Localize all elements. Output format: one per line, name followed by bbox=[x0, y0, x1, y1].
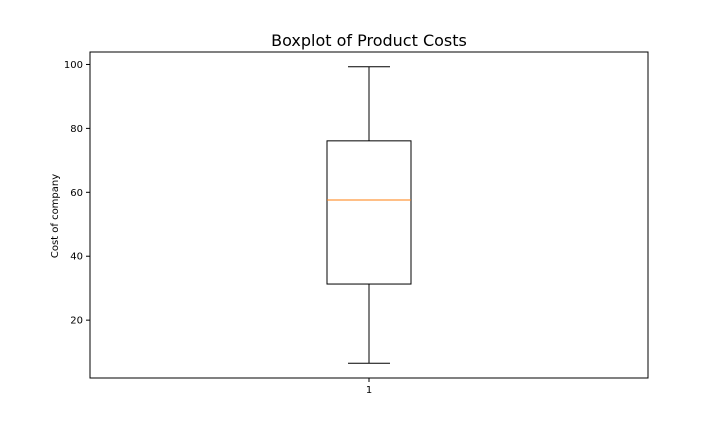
y-tick-label: 40 bbox=[70, 252, 83, 263]
y-tick-label: 80 bbox=[70, 124, 83, 135]
box-iqr bbox=[326, 140, 412, 285]
y-axis-label: Cost of company bbox=[50, 174, 61, 258]
y-tick-label: 20 bbox=[70, 316, 83, 327]
chart-title: Boxplot of Product Costs bbox=[271, 31, 467, 50]
x-tick-label: 1 bbox=[366, 385, 372, 396]
plot-area: 20 40 60 80 100 1 bbox=[64, 60, 412, 396]
y-tick-label: 60 bbox=[70, 188, 83, 199]
axes-frame bbox=[89, 51, 649, 379]
y-tick-label: 100 bbox=[64, 60, 83, 71]
